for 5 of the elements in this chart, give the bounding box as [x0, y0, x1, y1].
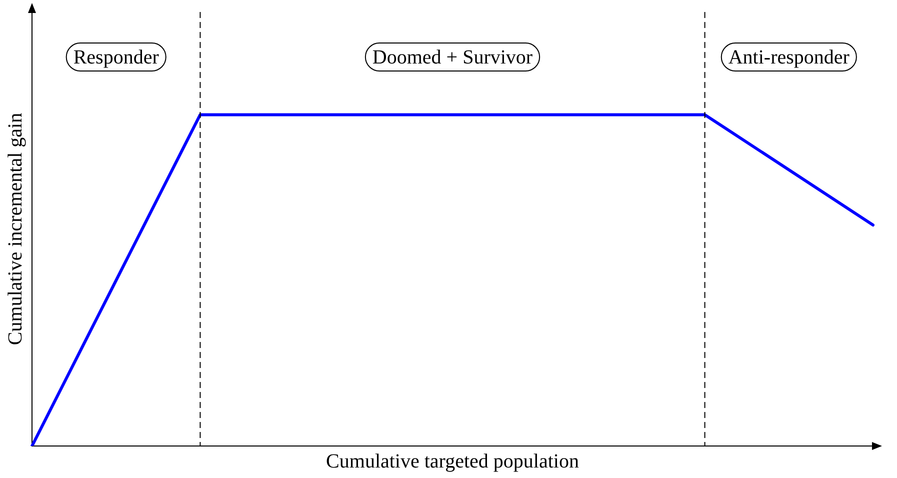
text: Responder: [73, 46, 160, 68]
text: Anti-responder: [728, 46, 850, 68]
text: Doomed + Survivor: [372, 46, 533, 68]
y-axis-title: Cumulative incremental gain: [4, 112, 26, 346]
x-axis-title: Cumulative targeted population: [326, 450, 579, 472]
